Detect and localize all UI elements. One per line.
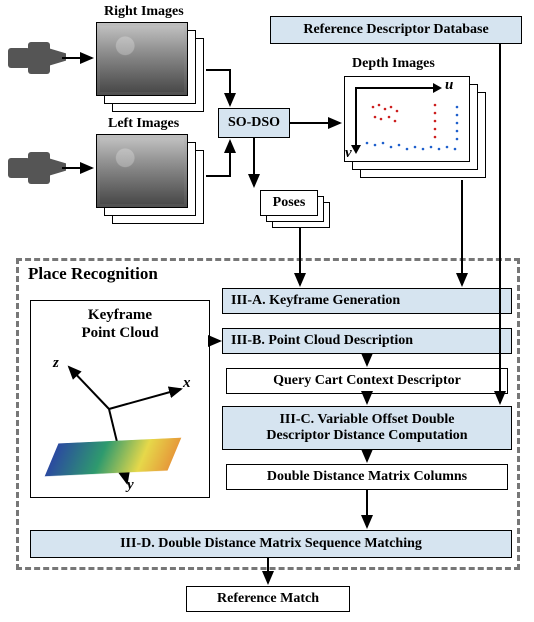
query-desc-box: Query Cart Context Descriptor bbox=[226, 368, 508, 394]
query-desc-label: Query Cart Context Descriptor bbox=[273, 373, 461, 389]
axis-z: z bbox=[53, 355, 59, 372]
step-c-label2: Descriptor Distance Computation bbox=[266, 428, 467, 444]
dd-cols-label: Double Distance Matrix Columns bbox=[267, 469, 467, 485]
dd-cols-box: Double Distance Matrix Columns bbox=[226, 464, 508, 490]
step-b-label: III-B. Point Cloud Description bbox=[231, 333, 413, 349]
step-d-box: III-D. Double Distance Matrix Sequence M… bbox=[30, 530, 512, 558]
top-arrows bbox=[0, 0, 534, 270]
axis-y: y bbox=[127, 477, 134, 494]
step-a-box: III-A. Keyframe Generation bbox=[222, 288, 512, 314]
step-d-label: III-D. Double Distance Matrix Sequence M… bbox=[120, 536, 422, 552]
pointcloud-surface bbox=[45, 438, 182, 477]
axis-x: x bbox=[183, 375, 191, 392]
step-b-box: III-B. Point Cloud Description bbox=[222, 328, 512, 354]
step-c-box: III-C. Variable Offset Double Descriptor… bbox=[222, 406, 512, 450]
step-c-label1: III-C. Variable Offset Double bbox=[279, 412, 454, 428]
step-a-label: III-A. Keyframe Generation bbox=[231, 293, 400, 309]
place-recognition-label: Place Recognition bbox=[28, 264, 158, 284]
ref-match-box: Reference Match bbox=[186, 586, 350, 612]
ref-match-label: Reference Match bbox=[217, 591, 319, 607]
keyframe-pointcloud-box: Keyframe Point Cloud x z y bbox=[30, 300, 210, 498]
